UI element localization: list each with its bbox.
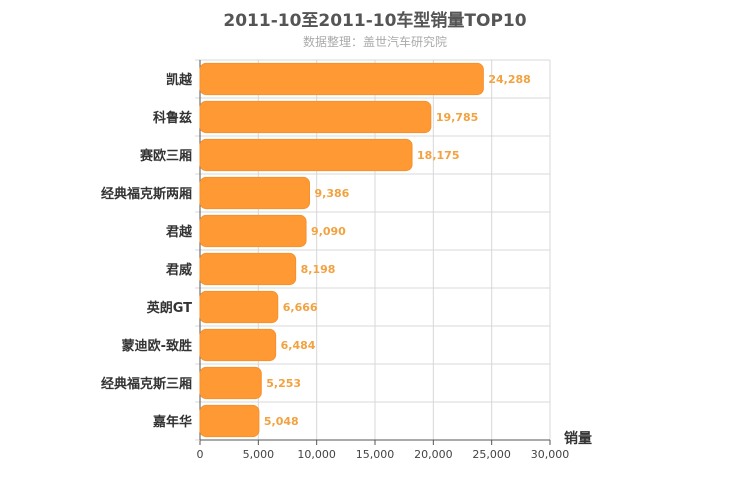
category-label: 君威 — [166, 262, 192, 278]
category-label: 蒙迪欧-致胜 — [122, 338, 192, 354]
data-label: 5,253 — [266, 377, 301, 390]
data-label: 6,666 — [283, 301, 318, 314]
x-tick-label: 25,000 — [472, 448, 511, 461]
bar — [199, 214, 307, 248]
bar — [199, 252, 297, 286]
chart-subtitle: 数据整理：盖世汽车研究院 — [302, 35, 447, 49]
bar — [199, 176, 311, 210]
x-tick-label: 20,000 — [414, 448, 453, 461]
x-tick-label: 0 — [197, 448, 204, 461]
bar — [199, 366, 262, 400]
category-label: 凯越 — [166, 72, 193, 88]
category-label: 君越 — [166, 224, 193, 240]
data-label: 9,090 — [311, 225, 346, 238]
category-label: 嘉年华 — [152, 414, 192, 430]
x-tick-label: 30,000 — [531, 448, 570, 461]
data-label: 6,484 — [281, 339, 316, 352]
x-tick-label: 10,000 — [297, 448, 336, 461]
category-label: 科鲁兹 — [153, 110, 192, 126]
x-tick-label: 15,000 — [356, 448, 395, 461]
chart-title: 2011-10至2011-10车型销量TOP10 — [223, 11, 527, 31]
x-axis-title: 销量 — [564, 430, 592, 447]
data-label: 19,785 — [436, 111, 478, 124]
data-label: 24,288 — [488, 73, 530, 86]
data-label: 18,175 — [417, 149, 459, 162]
bar — [199, 100, 432, 134]
bar — [199, 138, 413, 172]
data-label: 8,198 — [301, 263, 336, 276]
data-label: 5,048 — [264, 415, 299, 428]
bar — [199, 328, 277, 362]
bar — [199, 62, 484, 96]
category-label: 英朗GT — [146, 300, 192, 316]
category-label: 经典福克斯两厢 — [101, 186, 192, 202]
bar — [199, 290, 279, 324]
category-label: 赛欧三厢 — [139, 148, 192, 164]
data-label: 9,386 — [315, 187, 350, 200]
bar — [199, 404, 260, 438]
x-tick-label: 5,000 — [243, 448, 275, 461]
category-label: 经典福克斯三厢 — [101, 376, 192, 392]
